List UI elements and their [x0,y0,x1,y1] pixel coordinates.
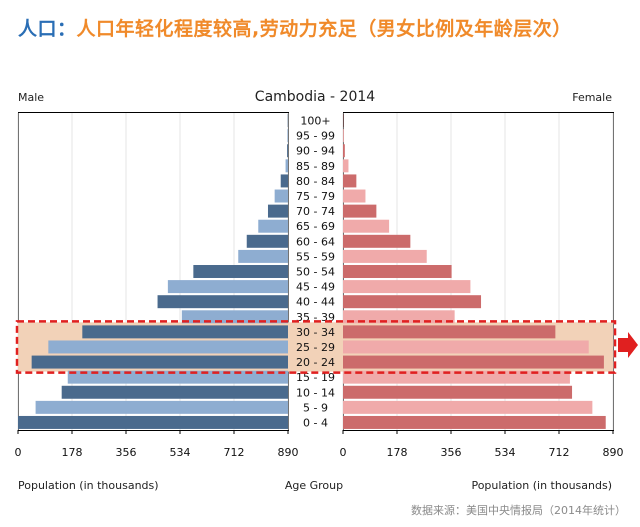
male-bar-12 [157,295,288,309]
male-bar-15 [48,340,288,354]
tick-label-female-2: 356 [441,446,462,459]
tick-label-female-1: 178 [387,446,408,459]
bar-layer [18,114,606,429]
tick-label-female-4: 712 [549,446,570,459]
female-bar-5 [343,189,366,203]
male-bar-18 [61,385,288,399]
age-label-11: 45 - 49 [296,281,335,294]
male-bar-2 [287,144,288,158]
female-bar-6 [343,204,377,218]
male-bar-4 [280,174,288,188]
tick-label-male-4: 178 [62,446,83,459]
age-label-10: 50 - 54 [296,266,335,279]
male-bar-3 [285,159,288,173]
age-label-6: 70 - 74 [296,205,335,218]
male-bar-5 [274,189,288,203]
female-bar-14 [343,325,556,339]
age-label-0: 100+ [300,115,330,128]
male-bar-11 [167,280,288,294]
female-bar-16 [343,355,604,369]
age-label-7: 65 - 69 [296,220,335,233]
male-bar-8 [246,234,288,248]
female-bar-1 [343,129,344,143]
tick-label-female-5: 890 [603,446,624,459]
tick-label-male-5: 0 [15,446,22,459]
male-bar-13 [181,310,288,324]
female-bar-2 [343,144,345,158]
female-bar-11 [343,280,471,294]
male-bar-17 [67,370,288,384]
age-label-14: 30 - 34 [296,326,335,339]
tick-label-male-3: 356 [116,446,137,459]
tick-label-female-0: 0 [340,446,347,459]
age-label-8: 60 - 64 [296,235,335,248]
x-axis-label-right: Population (in thousands) [471,479,612,492]
female-bar-7 [343,219,390,233]
age-label-20: 0 - 4 [303,416,328,429]
male-bar-20 [18,415,288,429]
tick-label-male-1: 712 [224,446,245,459]
tick-label-male-2: 534 [170,446,191,459]
age-label-17: 15 - 19 [296,371,335,384]
chart-title: Cambodia - 2014 [255,89,375,105]
female-bar-4 [343,174,357,188]
female-bar-19 [343,400,593,414]
age-label-19: 5 - 9 [303,401,328,414]
female-bar-9 [343,249,427,263]
source-note: 数据来源：美国中央情报局（2014年统计） [411,504,626,517]
age-label-layer: 100+ 95 - 99 90 - 94 85 - 89 80 - 84 75 - 79 7… [296,115,335,430]
tick-label-male-0: 890 [278,446,299,459]
male-bar-1 [287,129,288,143]
female-bar-15 [343,340,589,354]
age-label-15: 25 - 29 [296,341,335,354]
headline-text: 人口年轻化程度较高,劳动力充足（男女比例及年龄层次） [76,18,572,40]
male-bar-6 [267,204,288,218]
age-label-9: 55 - 59 [296,250,335,263]
highlight-box-layer [15,320,617,374]
female-bar-17 [343,370,570,384]
male-bar-7 [258,219,288,233]
male-bar-16 [31,355,289,369]
age-label-12: 40 - 44 [296,296,335,309]
headline: 人口：人口年轻化程度较高,劳动力充足（男女比例及年龄层次） [18,14,572,41]
female-bar-20 [343,415,606,429]
age-label-16: 20 - 24 [296,356,335,369]
female-label: Female [572,91,612,104]
arrow-icon [618,332,638,358]
female-bar-13 [343,310,455,324]
female-bar-10 [343,265,452,278]
age-label-1: 95 - 99 [296,130,335,143]
female-bar-12 [343,295,482,309]
x-axis-label-left: Population (in thousands) [18,479,159,492]
tick-label-female-3: 534 [495,446,516,459]
headline-prefix: 人口： [18,18,77,40]
age-label-2: 90 - 94 [296,145,335,158]
male-bar-14 [82,325,288,339]
highlight-box [15,320,617,374]
female-bar-3 [343,159,349,173]
female-bar-8 [343,234,411,248]
female-bar-18 [343,385,573,399]
male-label: Male [18,91,44,104]
age-label-4: 80 - 84 [296,175,335,188]
x-axis-label-center: Age Group [285,479,343,492]
male-bar-19 [35,400,288,414]
age-label-18: 10 - 14 [296,386,335,399]
age-label-5: 75 - 79 [296,190,335,203]
age-label-3: 85 - 89 [296,160,335,173]
male-bar-9 [238,249,288,263]
male-bar-10 [193,265,288,278]
tick-layer: 890 712 534 356 178 0 0 178 356 534 712 890 [15,430,624,459]
